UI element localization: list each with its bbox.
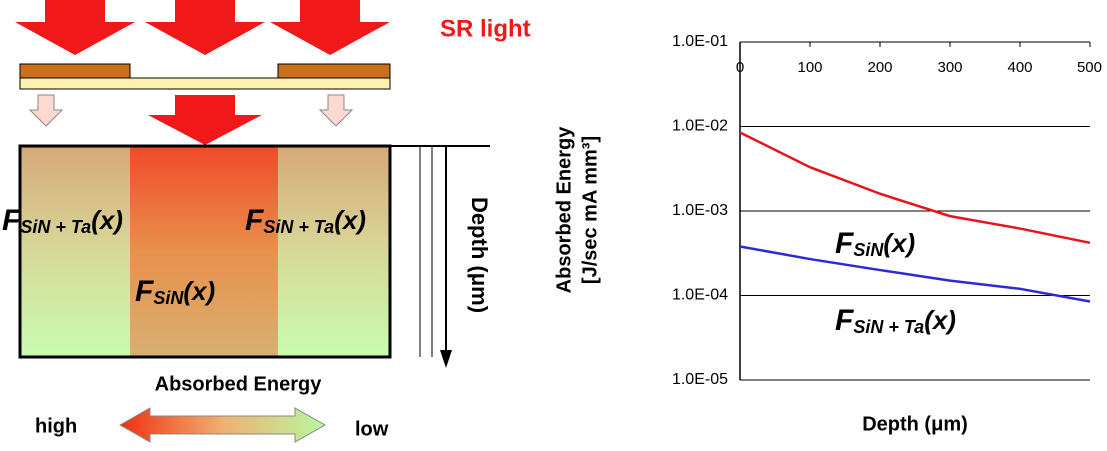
depth-arrowhead <box>440 350 452 368</box>
figure: SR light Depth (μm) FSiN + Ta(x) FSiN + … <box>0 0 1107 451</box>
region <box>20 146 130 357</box>
sr-arrow <box>270 0 390 55</box>
chart: 1.0E-05 1.0E-04 1.0E-03 1.0E-02 1.0E-01 0 100 2… <box>553 33 1102 435</box>
weak-arrow <box>30 95 62 126</box>
series-label: FSiN + Ta(x) <box>835 304 956 337</box>
x-tick-label: 400 <box>1007 59 1032 76</box>
sr-arrow <box>15 0 135 55</box>
y-tick-label: 1.0E-03 <box>672 202 728 219</box>
sr-arrow <box>145 0 265 55</box>
label-argument: (x) <box>924 305 956 335</box>
scale-arrow <box>120 408 325 442</box>
depth-label: Depth (μm) <box>467 197 492 313</box>
x-tick-label: 500 <box>1077 59 1102 76</box>
label-subscript: SiN + Ta <box>853 317 924 337</box>
y-tick-label: 1.0E-01 <box>672 33 728 50</box>
scale-low: low <box>355 418 389 440</box>
source-label: SR light <box>440 15 531 42</box>
x-tick-label: 200 <box>867 59 892 76</box>
x-axis-label: Depth (μm) <box>862 413 968 435</box>
mask <box>20 64 130 78</box>
y-tick-label: 1.0E-05 <box>672 371 728 388</box>
y-tick-label: 1.0E-04 <box>672 287 728 304</box>
diagram: SR light Depth (μm) FSiN + Ta(x) FSiN + … <box>2 0 531 442</box>
region <box>278 146 390 357</box>
y-axis-label: [J/sec mA mm³] <box>579 136 601 284</box>
strong-arrow <box>148 95 262 145</box>
label-argument: (x) <box>883 228 915 258</box>
region <box>130 146 278 357</box>
scale-high: high <box>35 415 77 437</box>
label-symbol: F <box>835 227 854 260</box>
x-tick-label: 300 <box>937 59 962 76</box>
substrate <box>20 78 390 89</box>
y-tick-label: 1.0E-02 <box>672 118 728 135</box>
x-tick-label: 100 <box>797 59 822 76</box>
y-axis-label: Absorbed Energy <box>553 126 575 294</box>
label-subscript: SiN <box>853 240 884 260</box>
series-label: FSiN(x) <box>835 227 915 260</box>
scale-title: Absorbed Energy <box>155 373 323 395</box>
series-line <box>740 132 1090 242</box>
label-symbol: F <box>835 304 854 337</box>
weak-arrow <box>320 95 352 126</box>
x-tick-label: 0 <box>736 59 744 76</box>
mask <box>278 64 390 78</box>
